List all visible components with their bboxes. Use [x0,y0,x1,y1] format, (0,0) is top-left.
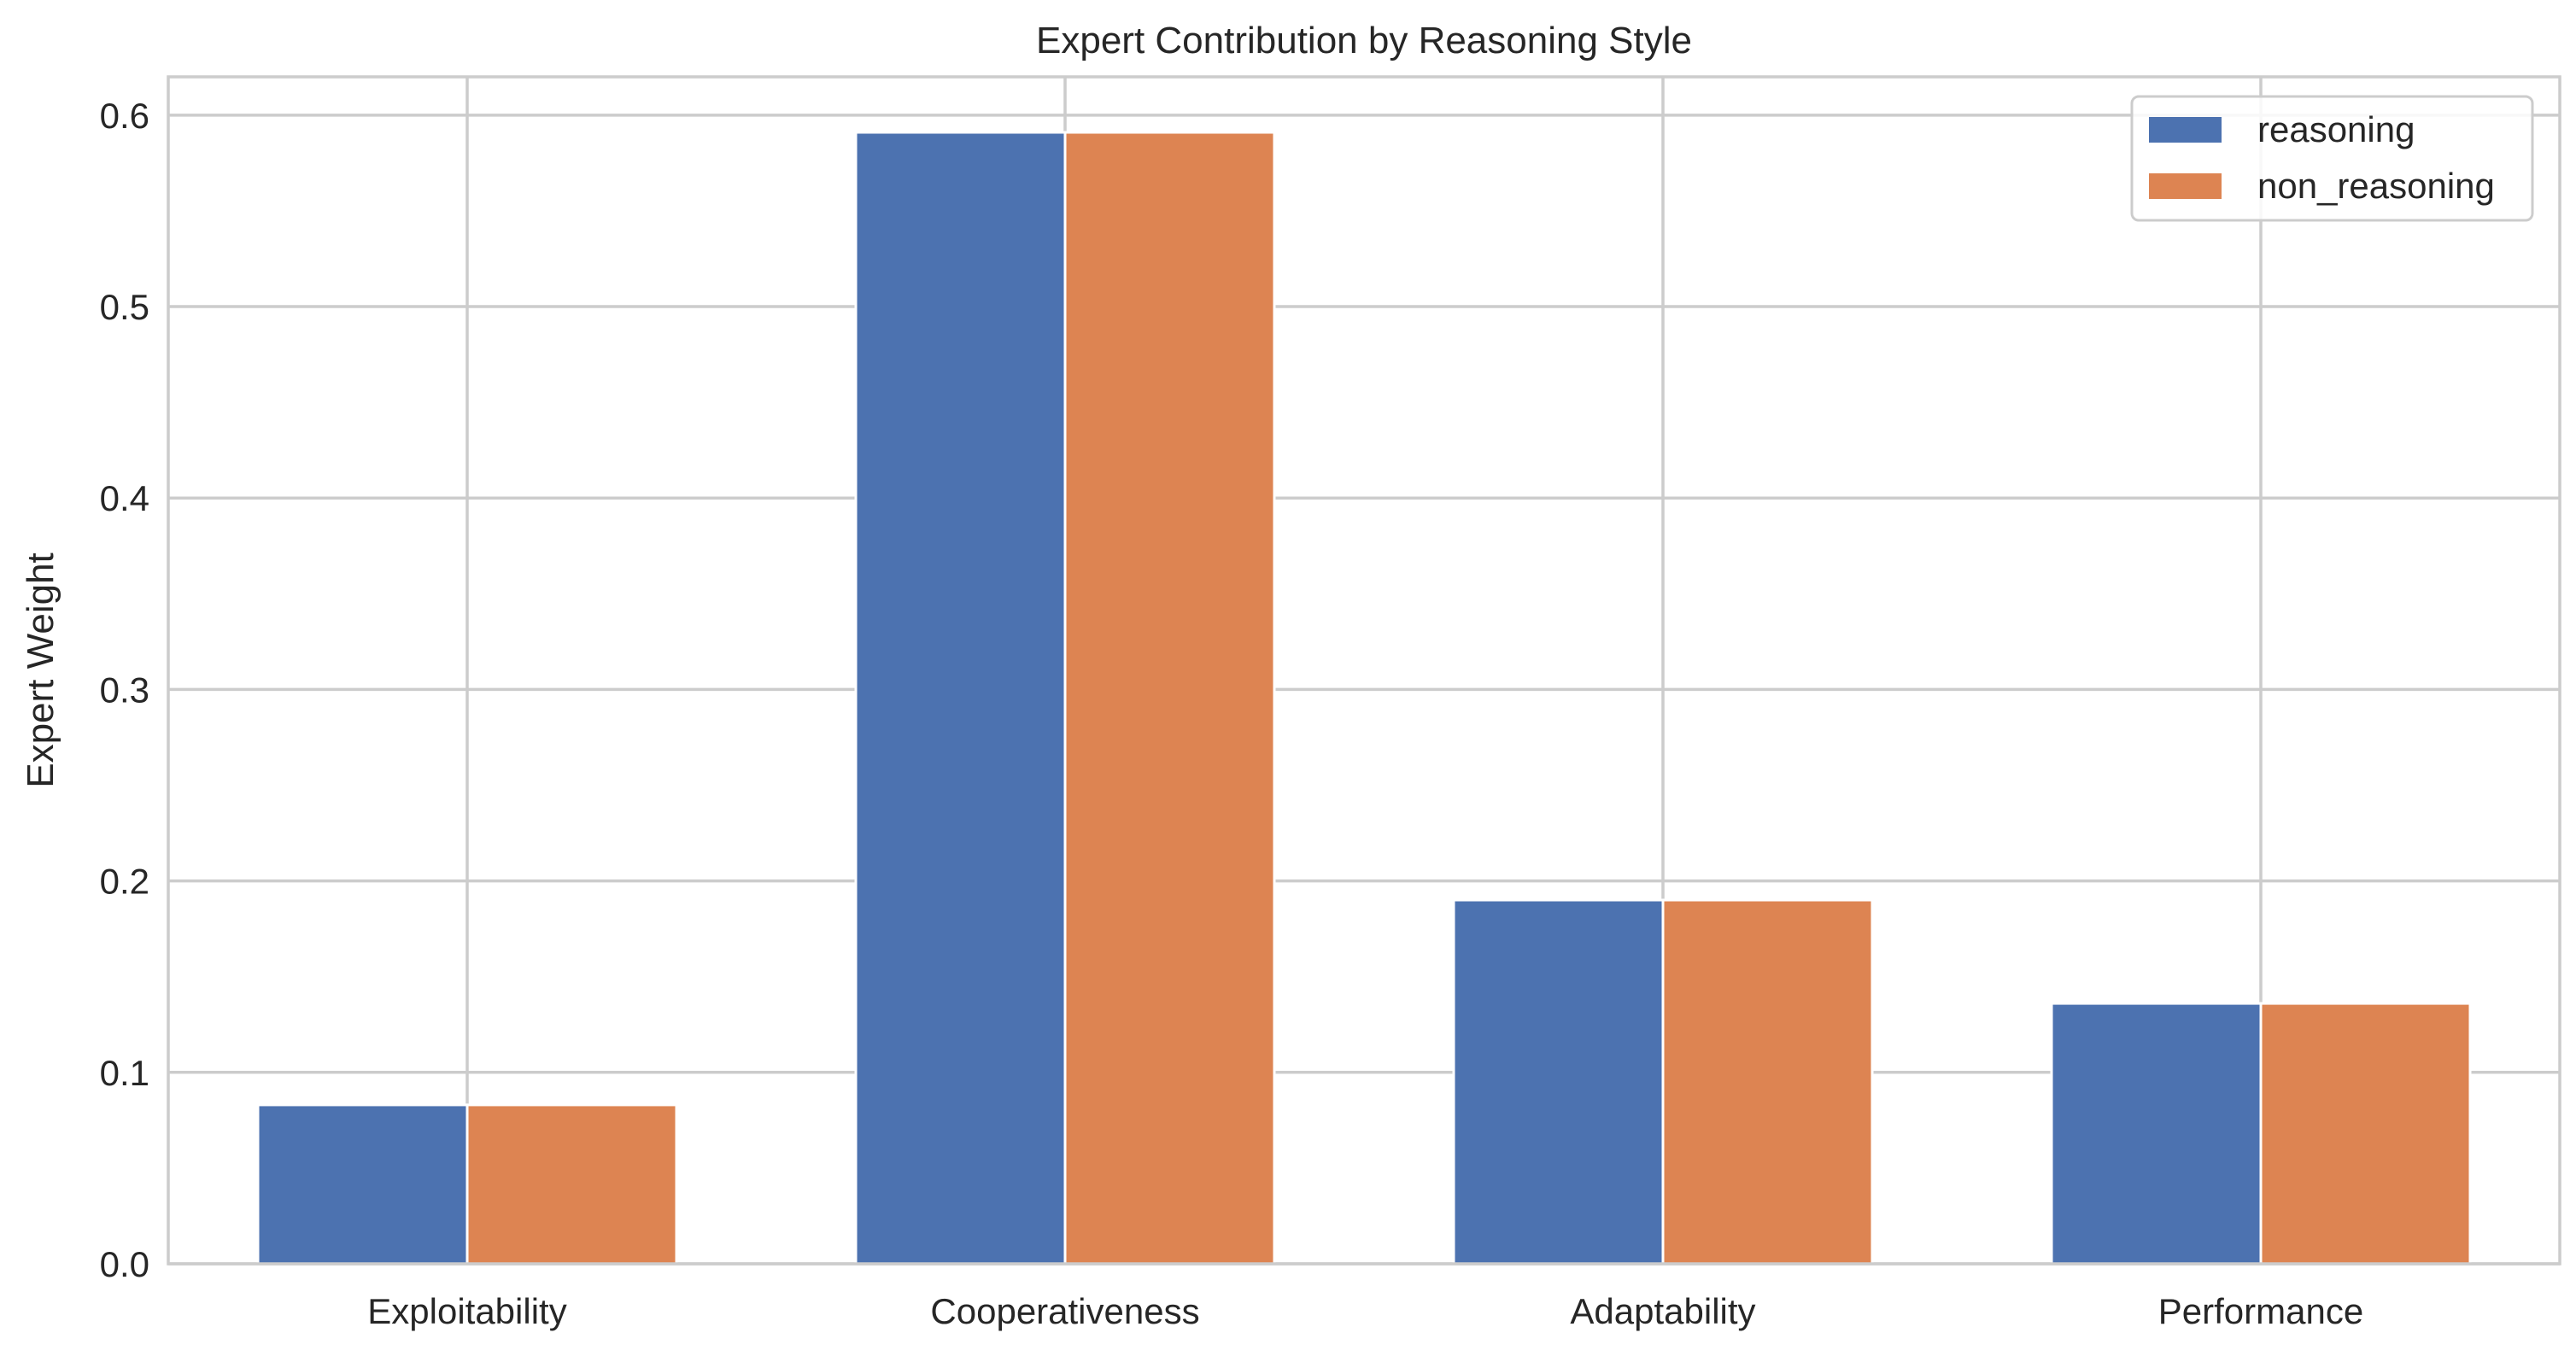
legend-label-reasoning: reasoning [2257,109,2415,149]
legend-swatch-non-reasoning [2149,173,2222,199]
bar-reasoning-exploitability [256,1103,469,1266]
y-axis-label: Expert Weight [20,552,61,788]
y-tick-label: 0.5 [100,287,149,327]
legend-label-non-reasoning: non_reasoning [2257,166,2495,206]
bar-non-reasoning-cooperativeness [1063,131,1276,1266]
bar-non-reasoning-performance [2259,1002,2472,1266]
y-tick-labels: 0.0 0.1 0.2 0.3 0.4 0.5 0.6 [100,96,149,1284]
x-tick-labels: Exploitability Cooperativeness Adaptabilit… [367,1291,2363,1331]
plot-frame [167,75,2561,1266]
legend: reasoning non_reasoning [2130,95,2534,222]
bars [256,131,2472,1266]
bar-non-reasoning-exploitability [465,1103,678,1266]
bar-reasoning-cooperativeness [854,131,1067,1266]
bar-non-reasoning-adaptability [1661,898,1874,1266]
y-tick-label: 0.0 [100,1244,149,1284]
bar-reasoning-adaptability [1452,898,1665,1266]
x-tick-label: Performance [2158,1291,2363,1331]
y-tick-label: 0.4 [100,478,149,518]
x-tick-label: Exploitability [367,1291,566,1331]
y-tick-label: 0.2 [100,862,149,902]
chart-title: Expert Contribution by Reasoning Style [1036,20,1692,61]
x-tick-label: Adaptability [1570,1291,1755,1331]
x-tick-label: Cooperativeness [930,1291,1199,1331]
bar-reasoning-performance [2050,1002,2263,1266]
y-tick-label: 0.1 [100,1053,149,1093]
y-tick-label: 0.3 [100,669,149,710]
legend-swatch-reasoning [2149,117,2222,143]
y-tick-label: 0.6 [100,96,149,136]
legend-frame [2130,95,2534,222]
